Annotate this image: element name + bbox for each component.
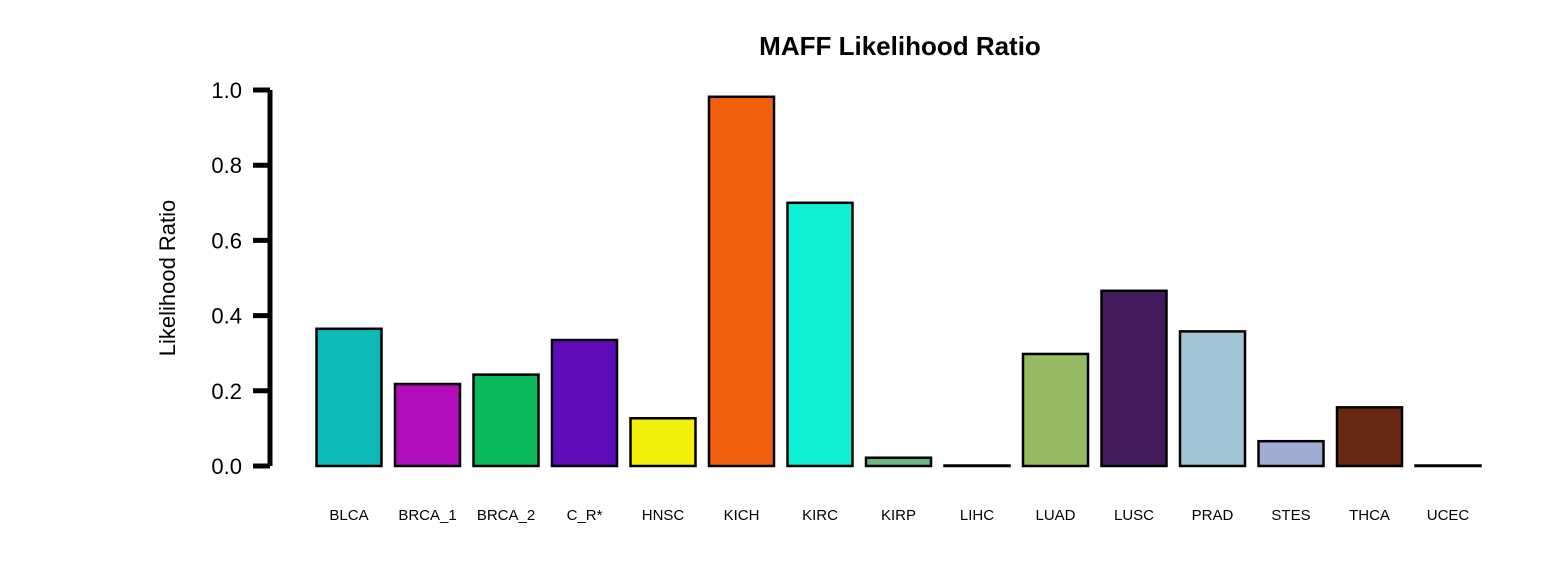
x-category-label: KIRC xyxy=(802,507,838,524)
bar-prad xyxy=(1178,330,1247,468)
bar-thca xyxy=(1335,406,1404,468)
y-tick-label: 0.8 xyxy=(211,153,242,178)
chart-title: MAFF Likelihood Ratio xyxy=(759,31,1041,61)
y-tick-label: 1.0 xyxy=(211,78,242,103)
x-category-label: KIRP xyxy=(881,507,916,524)
y-axis-label: Likelihood Ratio xyxy=(155,200,180,357)
x-category-label: BRCA_2 xyxy=(477,507,535,524)
x-labels-group: BLCA BRCA_1 BRCA_2 C_R* HNSC KICH KIRC KIRP LIHC… xyxy=(329,507,1469,524)
bar-kich xyxy=(707,95,776,468)
x-category-label: HNSC xyxy=(642,507,685,524)
y-tick-label: 0.4 xyxy=(211,304,242,329)
y-axis: 0.0 0.2 0.4 0.6 0.8 1.0 xyxy=(211,78,273,479)
bar-blca xyxy=(315,327,383,468)
bar-lusc xyxy=(1100,289,1168,468)
x-category-label: PRAD xyxy=(1192,507,1234,524)
bar-luad xyxy=(1021,352,1090,468)
bar-lihc xyxy=(943,464,1011,468)
bar-brca-2 xyxy=(472,373,540,468)
x-category-label: LUAD xyxy=(1035,507,1075,524)
y-tick-label: 0.2 xyxy=(211,379,242,404)
bar-ucec xyxy=(1414,464,1482,468)
x-category-label: BLCA xyxy=(329,507,368,524)
bar-stes xyxy=(1257,439,1325,468)
x-category-label: BRCA_1 xyxy=(398,507,456,524)
x-category-label: KICH xyxy=(724,507,760,524)
x-category-label: STES xyxy=(1271,507,1310,524)
x-category-label: LUSC xyxy=(1114,507,1154,524)
bar-hnsc xyxy=(629,416,697,468)
bar-c-r xyxy=(550,338,619,468)
x-category-label: THCA xyxy=(1349,507,1390,524)
bar-kirc xyxy=(786,201,854,468)
x-category-label: C_R* xyxy=(567,507,603,524)
bars-group xyxy=(315,95,1482,468)
x-category-label: UCEC xyxy=(1427,507,1470,524)
x-category-label: LIHC xyxy=(960,507,994,524)
y-tick-label: 0.0 xyxy=(211,454,242,479)
bar-brca-1 xyxy=(393,382,462,468)
bar-kirp xyxy=(864,456,933,468)
y-tick-label: 0.6 xyxy=(211,228,242,253)
